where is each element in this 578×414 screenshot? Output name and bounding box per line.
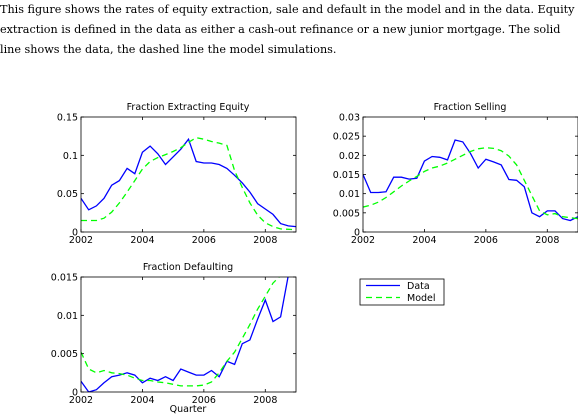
y-tick-label: 0.015	[333, 170, 360, 181]
x-tick-label: 2006	[474, 235, 498, 246]
y-tick-label: 0.02	[339, 151, 360, 162]
y-tick-label: 0.015	[51, 273, 78, 284]
x-tick-label: 2002	[69, 395, 93, 406]
chart-defaulting: Fraction Defaulting Quarter 2002 2004 2006…	[51, 262, 297, 414]
y-tick-label: 0.03	[339, 113, 360, 124]
y-tick-label: 0	[354, 228, 360, 239]
legend-model-label: Model	[407, 293, 436, 304]
y-tick-label: 0.005	[333, 208, 360, 219]
axes-frame	[80, 116, 297, 233]
x-tick-label: 2004	[130, 235, 154, 246]
legend-data-label: Data	[407, 281, 430, 292]
axes-frame	[80, 276, 297, 393]
y-tick-label: 0	[72, 388, 78, 399]
y-tick-label: 0.01	[57, 311, 78, 322]
x-tick-label: 2008	[253, 235, 277, 246]
series-line-data	[363, 139, 578, 222]
x-axis-label: Quarter	[170, 404, 207, 414]
axes-frame	[362, 116, 578, 233]
y-tick-label: 0.025	[333, 132, 360, 143]
y-tick-label: 0.005	[51, 349, 78, 360]
chart-title: Fraction Defaulting	[143, 262, 233, 273]
x-tick-label: 2004	[130, 395, 154, 406]
chart-title: Fraction Selling	[434, 102, 507, 113]
y-tick-label: 0	[72, 228, 78, 239]
y-tick-label: 0.1	[63, 151, 78, 162]
caption-line-1: This figure shows the rates of equity ex…	[0, 3, 575, 16]
series-line-data	[81, 137, 296, 228]
x-tick-label: 2006	[192, 395, 216, 406]
chart-title: Fraction Extracting Equity	[127, 102, 250, 113]
series-line-model	[81, 277, 281, 387]
x-tick-label: 2002	[351, 235, 375, 246]
chart-selling: Fraction Selling 2002 2004 2006 2008 0 0.005 0…	[333, 102, 578, 246]
legend-box	[359, 278, 445, 306]
legend: Data Model	[359, 278, 445, 306]
x-tick-label: 2008	[535, 235, 559, 246]
caption-line-2: extraction is defined in the data as eit…	[0, 23, 561, 36]
series-line-model	[81, 137, 296, 231]
y-tick-label: 0.01	[339, 189, 360, 200]
series-line-model	[363, 147, 578, 220]
x-tick-label: 2006	[192, 235, 216, 246]
caption-line-3: line shows the data, the dashed line the…	[0, 43, 337, 56]
y-tick-label: 0.05	[57, 189, 78, 200]
x-tick-label: 2008	[253, 395, 277, 406]
figure-caption: This figure shows the rates of equity ex…	[0, 0, 576, 60]
series-line-data	[81, 277, 289, 392]
chart-extracting-equity: Fraction Extracting Equity 2002 2004 2006 2…	[57, 102, 297, 246]
x-tick-label: 2002	[69, 235, 93, 246]
x-tick-label: 2004	[412, 235, 436, 246]
y-tick-label: 0.15	[57, 113, 78, 124]
